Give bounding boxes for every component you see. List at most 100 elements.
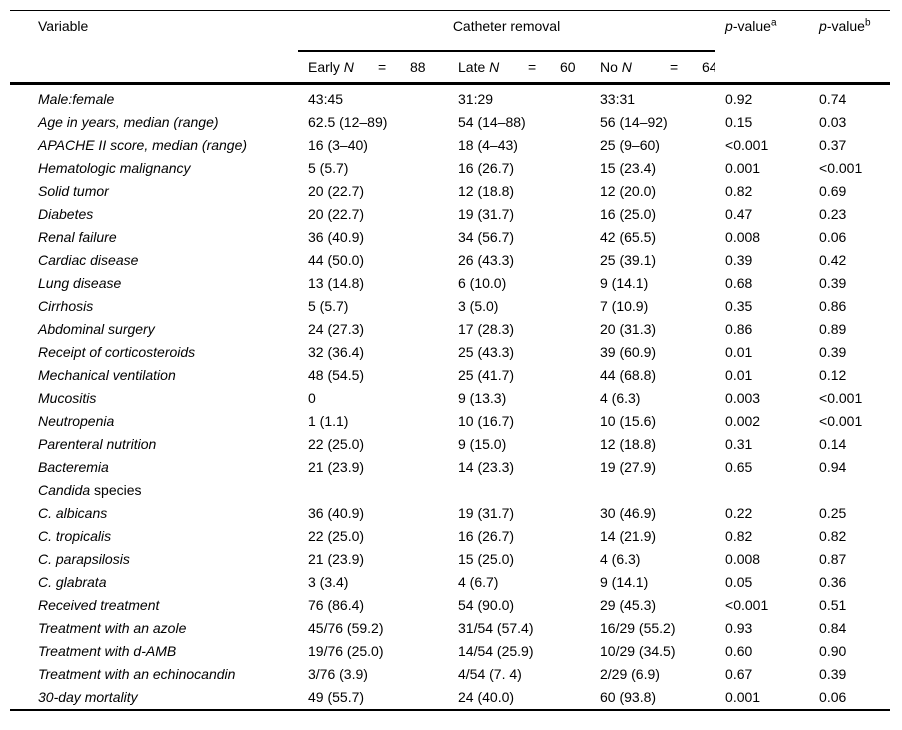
table-row: Neutropenia 1 (1.1) 10 (16.7) 10 (15.6) …: [10, 410, 890, 433]
cell-variable: Renal failure: [10, 226, 298, 249]
cell-pvalue-b: 0.12: [819, 367, 847, 383]
cell-pvalue-b: 0.89: [819, 321, 847, 337]
cell-no: 39 (60.9): [600, 344, 657, 360]
cell-pvalue-a: 0.47: [725, 206, 753, 222]
pvalue-b-superscript: b: [864, 17, 871, 29]
variable-label-italic: Solid tumor: [38, 183, 109, 199]
cell-no: 56 (14–92): [600, 114, 668, 130]
cell-no: 9 (14.1): [600, 275, 649, 291]
cell-variable: Cardiac disease: [10, 249, 298, 272]
cell-late: 10 (16.7): [458, 413, 515, 429]
cell-variable: C. albicans: [10, 502, 298, 525]
cell-late: 16 (26.7): [458, 528, 515, 544]
cell-early: 3 (3.4): [308, 574, 349, 590]
cell-early: 13 (14.8): [308, 275, 365, 291]
cell-variable: Treatment with d-AMB: [10, 640, 298, 663]
cell-late: 6 (10.0): [458, 275, 507, 291]
cell-variable: Received treatment: [10, 594, 298, 617]
cell-pvalue-b: 0.86: [819, 298, 847, 314]
cell-pvalue-a: 0.92: [725, 91, 753, 107]
variable-label-roman: species: [90, 482, 142, 498]
variable-label-italic: Treatment with an azole: [38, 620, 187, 636]
cell-early: 19/76 (25.0): [308, 643, 384, 659]
cell-pvalue-b: <0.001: [819, 160, 863, 176]
cell-pvalue-a: 0.22: [725, 505, 753, 521]
cell-no: 30 (46.9): [600, 505, 657, 521]
no-label: No: [600, 59, 618, 75]
cell-pvalue-a: 0.86: [725, 321, 753, 337]
cell-pvalue-a: 0.01: [725, 344, 753, 360]
cell-early: 1 (1.1): [308, 413, 349, 429]
cell-late: 31:29: [458, 91, 494, 107]
table-row: C. parapsilosis 21 (23.9) 15 (25.0) 4 (6…: [10, 548, 890, 571]
cell-late: 14/54 (25.9): [458, 643, 534, 659]
cell-pvalue-b: 0.84: [819, 620, 847, 636]
cell-no: 25 (9–60): [600, 137, 660, 153]
cell-early: 36 (40.9): [308, 505, 365, 521]
col-header-early: Early N = 88: [298, 51, 448, 85]
cell-pvalue-a: 0.002: [725, 413, 761, 429]
cell-pvalue-b: 0.94: [819, 459, 847, 475]
cell-late: 19 (31.7): [458, 505, 515, 521]
no-n-symbol: N: [621, 59, 632, 75]
cell-early: 20 (22.7): [308, 206, 365, 222]
cell-pvalue-b: 0.36: [819, 574, 847, 590]
cell-pvalue-a: 0.01: [725, 367, 753, 383]
cell-pvalue-b: 0.69: [819, 183, 847, 199]
variable-label-italic: Mucositis: [38, 390, 97, 406]
cell-no: 19 (27.9): [600, 459, 657, 475]
table-row: Solid tumor 20 (22.7) 12 (18.8) 12 (20.0…: [10, 180, 890, 203]
late-n-symbol: N: [489, 59, 500, 75]
early-n-value: 88: [410, 59, 426, 75]
col-header-no: No N = 64: [590, 51, 716, 85]
cell-no: 29 (45.3): [600, 597, 657, 613]
cell-early: 21 (23.9): [308, 459, 365, 475]
cell-early: 24 (27.3): [308, 321, 365, 337]
table-row: Cardiac disease 44 (50.0) 26 (43.3) 25 (…: [10, 249, 890, 272]
variable-label-italic: 30-day mortality: [38, 689, 138, 705]
cell-no: 7 (10.9): [600, 298, 649, 314]
cell-early: 45/76 (59.2): [308, 620, 384, 636]
variable-label-italic: Lung disease: [38, 275, 122, 291]
cell-no: 12 (18.8): [600, 436, 657, 452]
cell-late: [448, 479, 590, 502]
cell-pvalue-a: 0.003: [725, 390, 761, 406]
variable-label-italic: APACHE II score, median (range): [38, 137, 248, 153]
cell-late: 54 (90.0): [458, 597, 515, 613]
cell-late: 16 (26.7): [458, 160, 515, 176]
cell-early: 5 (5.7): [308, 160, 349, 176]
table-row: Parenteral nutrition 22 (25.0) 9 (15.0) …: [10, 433, 890, 456]
cell-pvalue-a: 0.05: [725, 574, 753, 590]
table-row: Receipt of corticosteroids 32 (36.4) 25 …: [10, 341, 890, 364]
variable-label-italic: Received treatment: [38, 597, 160, 613]
late-equals: =: [528, 59, 537, 75]
cell-late: 9 (13.3): [458, 390, 507, 406]
cell-no: 9 (14.1): [600, 574, 649, 590]
cell-pvalue-b: 0.06: [819, 229, 847, 245]
variable-label-italic: Treatment with d-AMB: [38, 643, 177, 659]
variable-label-italic: Age in years, median (range): [38, 114, 219, 130]
cell-early: 76 (86.4): [308, 597, 365, 613]
catheter-removal-table: Variable Catheter removal p-valuea p-val…: [10, 10, 891, 711]
pvalue-b-p: p: [819, 18, 827, 34]
table-row: APACHE II score, median (range) 16 (3–40…: [10, 134, 890, 157]
cell-pvalue-a: 0.82: [725, 183, 753, 199]
cell-early: 3/76 (3.9): [308, 666, 368, 682]
cell-no: 44 (68.8): [600, 367, 657, 383]
cell-early: 22 (25.0): [308, 436, 365, 452]
variable-label-italic: Cirrhosis: [38, 298, 94, 314]
no-n-value: 64: [702, 59, 715, 75]
cell-variable: Parenteral nutrition: [10, 433, 298, 456]
cell-pvalue-a: 0.60: [725, 643, 753, 659]
cell-variable: Solid tumor: [10, 180, 298, 203]
table-row: Male:female 43:45 31:29 33:31 0.92 0.74: [10, 84, 890, 112]
cell-early: 48 (54.5): [308, 367, 365, 383]
cell-variable: Hematologic malignancy: [10, 157, 298, 180]
cell-no: 10/29 (34.5): [600, 643, 676, 659]
cell-no: 20 (31.3): [600, 321, 657, 337]
table-row: Diabetes 20 (22.7) 19 (31.7) 16 (25.0) 0…: [10, 203, 890, 226]
cell-pvalue-b: 0.03: [819, 114, 847, 130]
cell-variable: Candida species: [10, 479, 298, 502]
cell-pvalue-b: [809, 479, 890, 502]
table-row: Treatment with d-AMB 19/76 (25.0) 14/54 …: [10, 640, 890, 663]
